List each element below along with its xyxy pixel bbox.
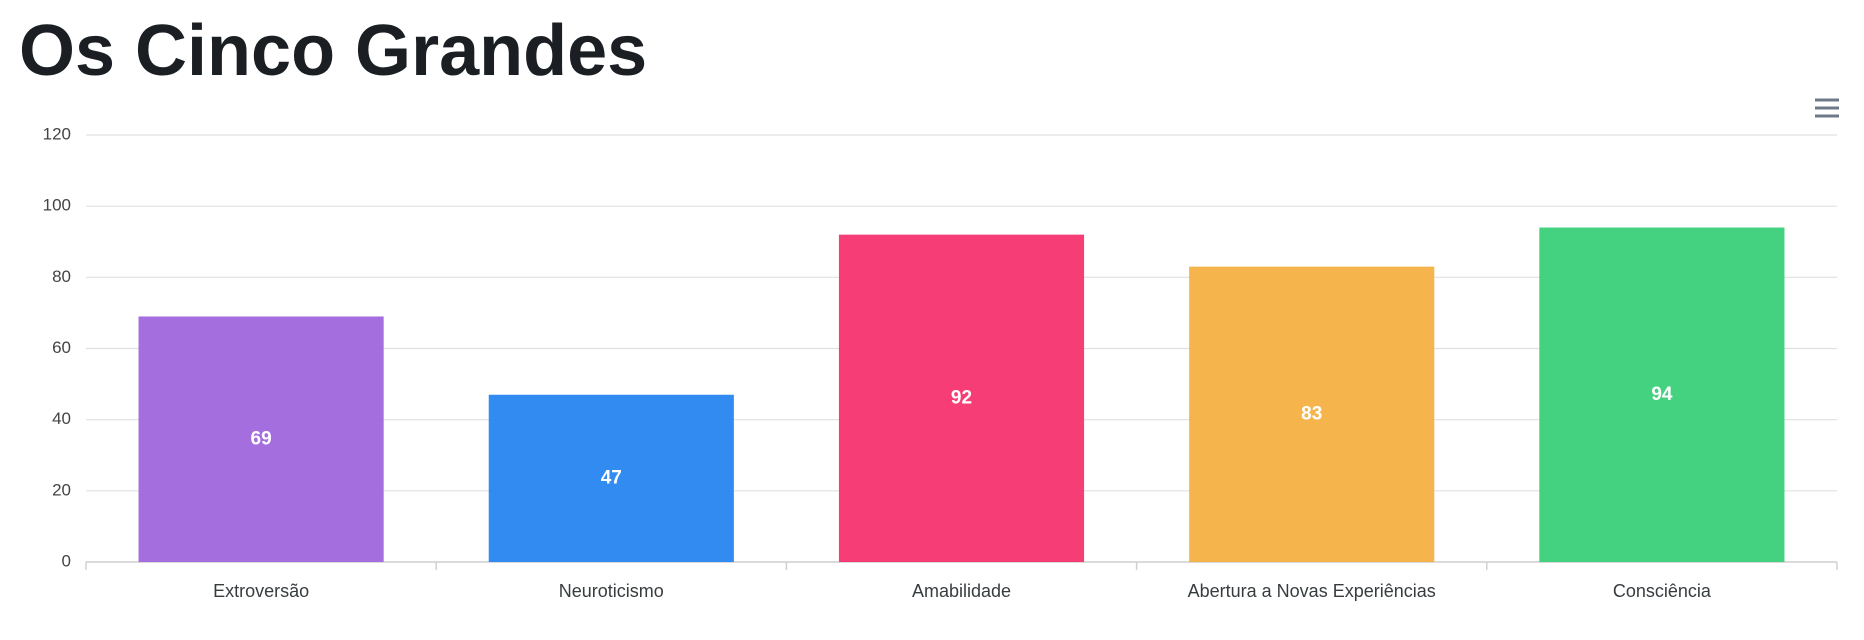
data-label: 69 [251,428,272,449]
data-label: 92 [951,387,972,408]
y-tick-label: 0 [62,551,71,570]
y-tick-label: 100 [43,196,71,215]
y-tick-label: 20 [52,480,71,499]
x-tick-label: Amabilidade [912,581,1011,601]
bar [838,234,1085,562]
x-tick-label: Extroversão [213,581,309,601]
chart-title: Os Cinco Grandes [19,11,647,91]
data-label: 94 [1651,384,1673,405]
y-tick-label: 60 [52,338,71,357]
bar [138,316,384,562]
bar [488,394,734,562]
bar [1539,227,1785,562]
y-tick-label: 80 [52,267,71,286]
y-tick-label: 40 [52,409,71,428]
x-tick-label: Neuroticismo [559,581,664,601]
y-tick-label: 120 [43,124,71,143]
data-label: 47 [601,467,622,488]
data-label: 83 [1301,403,1322,424]
bar [1189,266,1435,562]
x-tick-label: Abertura a Novas Experiências [1188,581,1436,601]
menu-button[interactable] [1815,98,1839,118]
x-tick-label: Consciência [1613,581,1712,601]
